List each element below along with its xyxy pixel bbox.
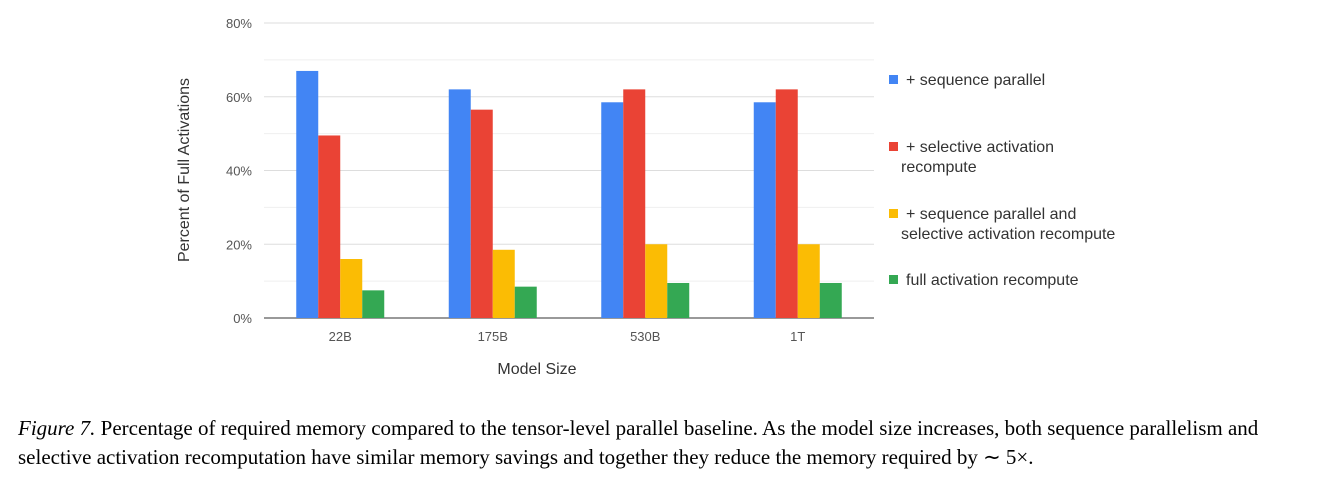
bar	[601, 102, 624, 318]
y-tick-label: 80%	[226, 16, 252, 31]
legend-label: + selective activation	[906, 139, 1054, 156]
y-tick-label: 0%	[233, 311, 252, 326]
bar	[514, 286, 537, 318]
legend-label: selective activation recompute	[901, 226, 1115, 243]
gridlines	[264, 22, 874, 319]
bar	[318, 135, 341, 318]
x-tick-label: 22B	[329, 329, 352, 344]
bars	[296, 70, 842, 318]
bar	[667, 282, 690, 318]
legend-label: + sequence parallel and	[906, 206, 1076, 223]
y-axis-title: Percent of Full Activations	[176, 78, 193, 262]
bar	[775, 89, 798, 318]
legend-swatch	[889, 209, 898, 218]
bar	[623, 89, 646, 318]
y-tick-label: 20%	[226, 237, 252, 252]
bar	[448, 89, 471, 318]
bar	[753, 102, 776, 318]
bar	[340, 259, 363, 318]
legend-label: + sequence parallel	[906, 72, 1045, 89]
bar-chart: 0% 20% 40% 60% 80% 22B 175B 530B 1T Percent of …	[176, 16, 1115, 378]
legend-swatch	[889, 142, 898, 151]
bar	[797, 244, 820, 318]
bar	[492, 249, 515, 318]
figure-caption: Figure 7. Percentage of required memory …	[18, 414, 1308, 472]
figure-label: Figure 7.	[18, 416, 96, 440]
bar	[362, 290, 385, 318]
bar	[470, 109, 493, 318]
legend-label: recompute	[901, 159, 977, 176]
y-tick-label: 60%	[226, 90, 252, 105]
legend-swatch	[889, 275, 898, 284]
legend: + sequence parallel + selective activatio…	[889, 72, 1115, 289]
x-axis-ticks: 22B 175B 530B 1T	[329, 329, 806, 344]
bar	[645, 244, 668, 318]
y-tick-label: 40%	[226, 164, 252, 179]
x-tick-label: 175B	[478, 329, 508, 344]
bar	[819, 282, 842, 318]
x-axis-title: Model Size	[497, 361, 576, 378]
legend-label: full activation recompute	[906, 272, 1079, 289]
x-tick-label: 1T	[790, 329, 805, 344]
y-axis-ticks: 0% 20% 40% 60% 80%	[226, 16, 252, 326]
caption-text: Percentage of required memory compared t…	[18, 416, 1259, 469]
x-tick-label: 530B	[630, 329, 660, 344]
bar	[296, 70, 319, 318]
legend-swatch	[889, 75, 898, 84]
